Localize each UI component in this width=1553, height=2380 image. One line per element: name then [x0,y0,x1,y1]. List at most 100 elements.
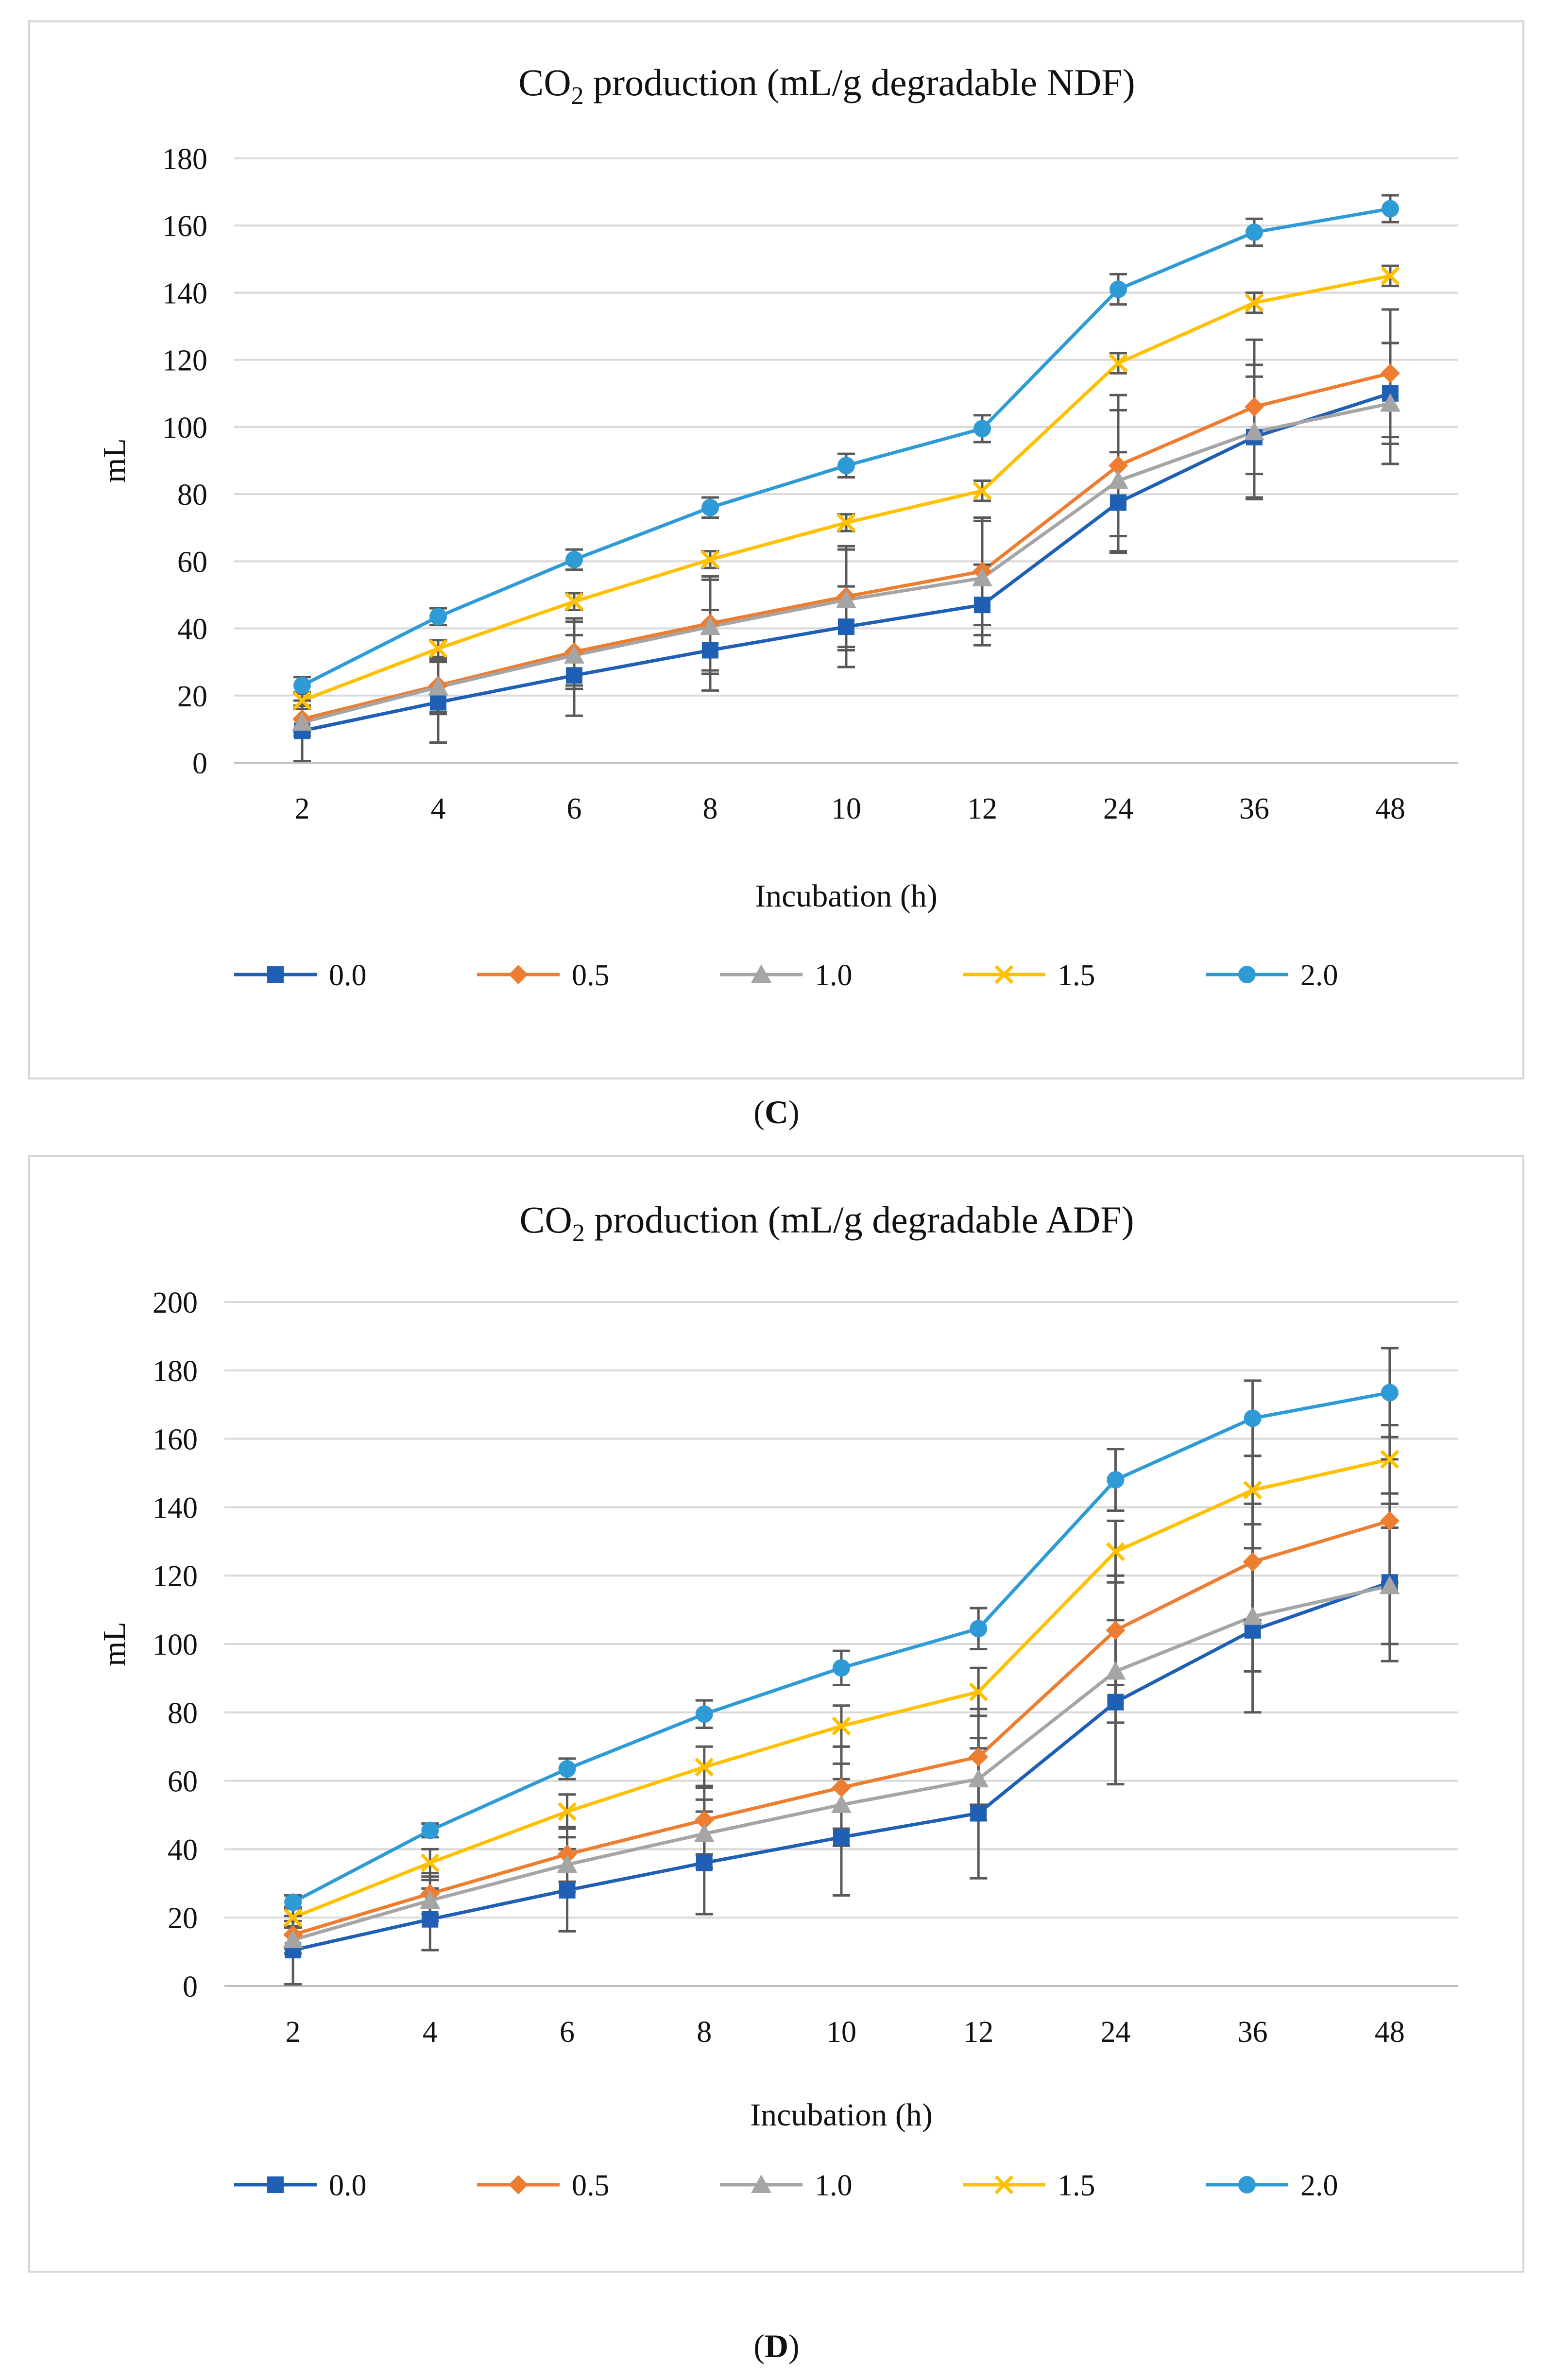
chart-c-point-1.5-stroke-b [428,639,448,658]
chart-d-legend-label: 0.0 [329,2169,367,2202]
chart-d-point-0.0 [559,1882,576,1899]
chart-d-point-0.0 [1107,1694,1124,1711]
chart-d-legend-marker [994,2175,1014,2194]
chart-d-legend-marker [1238,2176,1256,2193]
chart-c-legend-item-0.0: 0.0 [234,959,367,992]
chart-d-point-1.5 [420,1853,440,1873]
chart-d-x-tick-label: 12 [963,2016,993,2049]
chart-d-y-tick-label: 140 [153,1491,198,1524]
chart-c-legend-marker [994,965,1014,984]
chart-panel-c: CO2 production (mL/g degradable NDF) 0 20 4… [28,20,1524,1079]
chart-c-point-1.5 [428,639,448,658]
chart-d-point-2.0 [421,1821,439,1839]
chart-d-point-1.5 [1380,1450,1399,1469]
chart-c-x-tick-label: 48 [1375,792,1405,825]
caption-c: (C) [753,1094,800,1130]
chart-c-point-1.5-stroke-b [564,592,584,611]
chart-d-y-tick-label: 100 [153,1628,198,1661]
chart-c-point-0.5 [1381,363,1400,383]
chart-d-point-1.5 [832,1716,851,1736]
chart-d-point-2.0 [1244,1409,1262,1427]
chart-d-legend-marker [509,2175,528,2194]
chart-d-x-tick-label: 10 [826,2016,856,2049]
chart-d-point-2.0 [1381,1384,1399,1402]
chart-c-x-tick-label: 12 [967,792,997,825]
chart-c-point-1.5 [292,691,312,710]
chart-d-title-subscript: 2 [572,1219,585,1247]
chart-d-x-tick-label: 8 [697,2016,712,2049]
chart-c-point-1.5-stroke-b [292,691,312,710]
chart-d-legend-label: 2.0 [1300,2169,1338,2202]
chart-panel-d: CO2 production (mL/g degradable ADF) 0 20 4… [28,1155,1524,2273]
chart-c-y-label: mL [97,438,132,483]
chart-c-point-1.5-stroke-b [973,481,992,500]
chart-d-legend-label: 0.5 [572,2169,610,2202]
chart-c-point-1.5 [973,481,992,500]
chart-c-title-suffix: production (mL/g degradable NDF) [584,61,1135,103]
chart-c-y-tick-label: 180 [162,143,207,176]
chart-c-point-1.5 [564,592,584,611]
chart-c-y-tick-label: 60 [177,546,207,579]
chart-d-point-0.0 [833,1829,850,1846]
chart-c-legend-item-1.0: 1.0 [720,959,853,992]
chart-d-point-2.0 [558,1760,576,1778]
chart-c-point-1.5-stroke-b [1109,354,1128,373]
chart-c-point-1.0 [292,712,312,731]
chart-c-legend-label: 1.5 [1058,959,1095,992]
chart-d-x-tick-label: 2 [286,2016,301,2049]
chart-c-svg: CO2 production (mL/g degradable NDF) 0 20 4… [97,61,1458,992]
chart-c-point-1.0 [972,567,992,586]
chart-d-point-1.5-stroke-b [420,1853,440,1873]
chart-d-y-tick-label: 60 [168,1765,198,1798]
chart-d-y-tick-label: 160 [153,1423,198,1456]
chart-c-point-1.5 [1245,293,1264,312]
chart-d-point-0.5 [832,1778,851,1798]
chart-d-svg: CO2 production (mL/g degradable ADF)0204… [97,1199,1458,2202]
chart-c-point-0.5 [1109,456,1128,476]
chart-d-legend-item-2.0: 2.0 [1206,2169,1338,2202]
chart-c-legend-item-0.5: 0.5 [477,959,610,992]
chart-d-y-label: mL [97,1622,132,1666]
chart-c-x-tick-label: 10 [831,792,861,825]
chart-d-legend-label: 1.0 [815,2169,853,2202]
chart-c-point-2.0 [701,498,719,516]
chart-d-legend-label: 1.5 [1058,2169,1095,2202]
chart-d-point-1.5 [695,1757,714,1777]
chart-d-title: CO2 production (mL/g degradable ADF) [519,1199,1134,1247]
chart-c-y-tick-label: 40 [177,613,207,646]
chart-c-point-1.0 [428,677,448,696]
chart-c-legend-label: 1.0 [815,959,853,992]
chart-c-point-2.0 [1382,200,1399,218]
chart-c-title: CO2 production (mL/g degradable NDF) [518,61,1135,110]
caption-c-label: C [764,1094,789,1130]
chart-c-point-2.0 [1246,223,1263,241]
chart-d-point-1.0 [1105,1661,1126,1680]
chart-c-y-tick-label: 0 [192,747,207,780]
chart-d-x-tick-label: 48 [1375,2016,1405,2049]
chart-c-point-0.0 [566,667,582,684]
chart-c-point-0.0 [974,597,990,614]
chart-d-point-1.0 [1242,1606,1263,1625]
chart-c-point-1.5-stroke-b [700,550,720,569]
chart-c-point-1.0 [700,616,720,635]
chart-d-point-0.5 [1106,1620,1126,1640]
chart-c-y-tick-label: 120 [162,344,207,377]
chart-d-point-0.5 [969,1747,989,1767]
chart-c-y-tick-label: 20 [177,680,207,713]
chart-d-x-tick-label: 4 [423,2016,438,2049]
chart-c-point-2.0 [1109,280,1127,298]
chart-c-point-1.0 [1108,470,1128,489]
chart-d-y-tick-label: 200 [153,1286,198,1319]
chart-d-point-1.0 [1379,1575,1400,1594]
caption-d: (D) [753,2328,800,2364]
chart-c-legend-item-1.5: 1.5 [963,959,1095,992]
chart-d-point-1.5-stroke-b [1106,1542,1125,1561]
chart-d-title-prefix: CO [519,1199,572,1241]
chart-c-point-1.5-stroke-b [1381,266,1400,286]
chart-c-legend-label: 0.0 [329,959,367,992]
chart-d-legend-item-1.5: 1.5 [963,2169,1095,2202]
chart-c-x-label: Incubation (h) [755,878,938,914]
chart-c-x-tick-label: 6 [567,792,582,825]
chart-d-point-1.5-stroke-b [969,1682,988,1702]
chart-d-point-2.0 [833,1659,850,1677]
